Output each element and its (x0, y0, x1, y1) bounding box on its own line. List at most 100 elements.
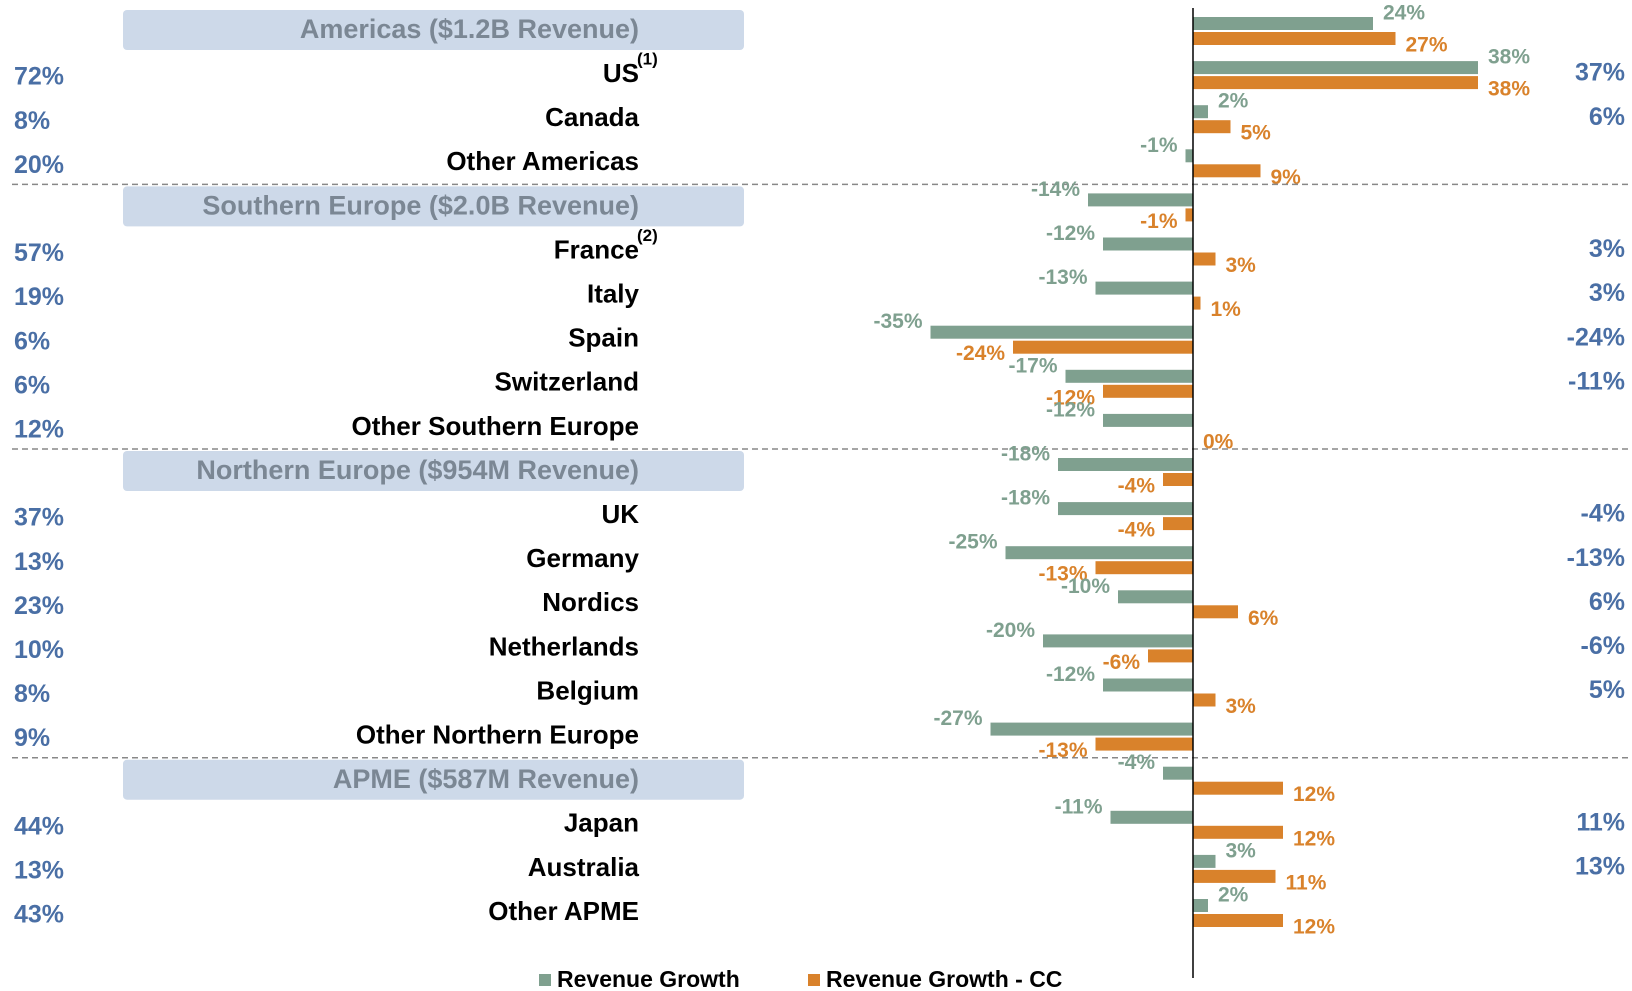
bar (1110, 810, 1193, 824)
legend-swatch (539, 974, 551, 986)
cc-organic-label: 6% (1589, 103, 1625, 131)
bar (1193, 869, 1276, 883)
bar (1013, 340, 1193, 354)
value-label: 0% (1203, 430, 1234, 453)
category-label: UK (601, 499, 639, 529)
value-label: 3% (1226, 695, 1257, 718)
bar (1185, 208, 1193, 222)
value-label: -12% (1046, 398, 1095, 421)
share-label: 13% (14, 857, 64, 885)
bar (1193, 61, 1478, 75)
bar (930, 325, 1193, 339)
bar (1103, 413, 1193, 427)
value-label: -25% (948, 531, 997, 554)
value-label: 27% (1406, 34, 1448, 57)
value-label: -12% (1046, 222, 1095, 245)
cc-organic-label: 3% (1589, 279, 1625, 307)
bar (1103, 384, 1193, 398)
bar (1058, 458, 1193, 471)
value-label: -27% (933, 707, 982, 730)
bar (990, 722, 1193, 736)
category-label: US (603, 58, 639, 88)
value-label: 12% (1293, 827, 1335, 850)
legend-label: Revenue Growth - CC (826, 966, 1062, 991)
bar (1103, 678, 1193, 692)
share-label: 72% (14, 63, 64, 91)
value-label: -10% (1061, 575, 1110, 598)
share-label: 20% (14, 151, 64, 179)
value-label: -12% (1046, 663, 1095, 686)
share-label: 12% (14, 416, 64, 444)
category-label: Canada (545, 102, 639, 132)
bar (1193, 32, 1396, 45)
bar (1193, 164, 1261, 178)
bar (1118, 590, 1193, 604)
value-label: -17% (1008, 354, 1057, 377)
cc-organic-label: 6% (1589, 588, 1625, 616)
category-label: Germany (526, 543, 639, 573)
cc-organic-label: 5% (1589, 676, 1625, 704)
category-label: France (554, 234, 639, 264)
share-label: 43% (14, 901, 64, 929)
bar (1193, 296, 1201, 310)
category-label: Switzerland (495, 367, 639, 397)
share-label: 9% (14, 724, 50, 752)
category-label: Belgium (536, 675, 639, 705)
share-label: 44% (14, 812, 64, 840)
value-label: -1% (1140, 210, 1178, 233)
group-header: Southern Europe ($2.0B Revenue) (202, 191, 639, 221)
bar (1095, 737, 1193, 751)
share-label: 13% (14, 548, 64, 576)
group-header-box (123, 759, 744, 800)
bar (1193, 105, 1208, 119)
footnote-mark: (2) (637, 226, 658, 245)
cc-organic-label: 37% (1575, 59, 1625, 87)
category-label: Netherlands (489, 631, 639, 661)
value-label: -4% (1118, 519, 1156, 542)
cc-organic-label: 11% (1576, 808, 1625, 836)
value-label: -11% (1055, 795, 1103, 818)
bar (1103, 237, 1193, 251)
bar (1193, 899, 1208, 912)
category-label: Other Northern Europe (356, 719, 639, 749)
value-label: -24% (956, 342, 1005, 365)
value-label: 12% (1293, 916, 1335, 939)
group-header: Northern Europe ($954M Revenue) (196, 455, 639, 485)
bar (1005, 546, 1193, 560)
group-header: Americas ($1.2B Revenue) (300, 14, 639, 44)
share-label: 57% (14, 239, 64, 267)
category-label: Australia (528, 852, 640, 882)
share-label: 23% (14, 592, 64, 620)
bar (1193, 914, 1283, 927)
bar (1088, 193, 1193, 207)
category-label: Other APME (488, 896, 639, 926)
cc-organic-label: 13% (1575, 853, 1625, 881)
bar (1185, 149, 1193, 163)
value-label: 1% (1211, 298, 1242, 321)
category-label: Nordics (542, 587, 639, 617)
value-label: 24% (1383, 2, 1425, 25)
value-label: 9% (1271, 166, 1302, 189)
share-label: 37% (14, 504, 64, 532)
bar (1193, 605, 1238, 619)
category-label: Other Southern Europe (352, 411, 639, 441)
bar (1163, 766, 1193, 780)
category-label: Japan (564, 808, 639, 838)
group-header-box (123, 10, 744, 50)
group-header-box (123, 451, 744, 491)
value-label: -12% (1046, 386, 1095, 409)
bar (1148, 649, 1193, 663)
group-header: APME ($587M Revenue) (333, 764, 639, 794)
bar (1163, 517, 1193, 531)
cc-organic-label: 3% (1589, 235, 1625, 263)
value-label: -13% (1038, 739, 1087, 762)
category-label: Italy (587, 278, 640, 308)
share-label: 8% (14, 107, 50, 135)
value-label: 3% (1226, 254, 1257, 277)
value-label: -20% (986, 619, 1035, 642)
bar (1193, 76, 1478, 90)
share-label: 10% (14, 636, 64, 664)
bar (1193, 120, 1231, 134)
cc-organic-label: -6% (1581, 632, 1625, 660)
value-label: 2% (1218, 90, 1249, 113)
